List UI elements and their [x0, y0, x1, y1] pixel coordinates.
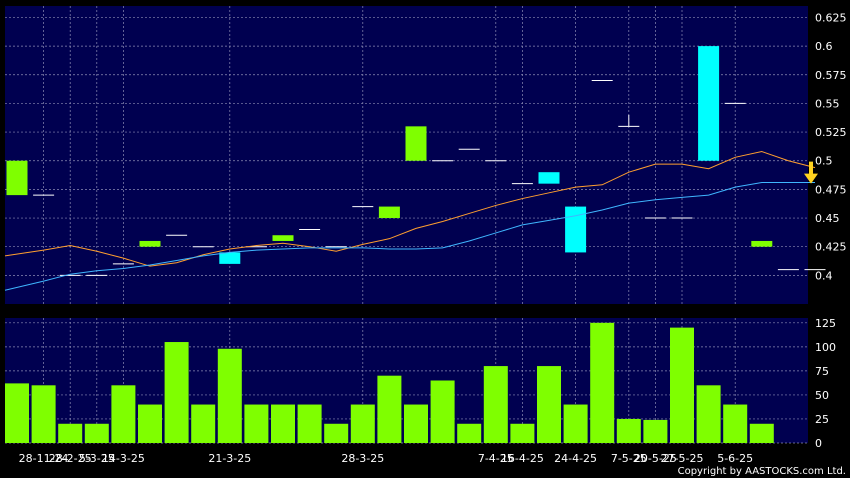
volume-bar	[164, 342, 189, 443]
volume-tick-label: 25	[815, 413, 829, 426]
x-tick-label: 21-3-25	[208, 452, 251, 465]
volume-bar	[377, 375, 402, 443]
volume-bar	[191, 404, 216, 443]
volume-bar	[696, 385, 721, 443]
x-tick-label: 20-5-25	[634, 452, 677, 465]
volume-panel: 0 25 50 75 100 125	[5, 317, 836, 450]
candle-up	[139, 240, 161, 247]
price-tick-label: 0.575	[815, 69, 847, 82]
volume-bar	[483, 366, 508, 443]
x-tick-label: 28-3-25	[341, 452, 384, 465]
volume-bar	[510, 423, 535, 443]
price-tick-label: 0.6	[815, 40, 833, 53]
candle-down	[565, 206, 587, 253]
x-tick-label: 5-3-25	[79, 452, 115, 465]
candle-down	[698, 46, 720, 161]
x-tick-label: 14-3-25	[102, 452, 145, 465]
volume-bar	[616, 418, 641, 443]
volume-bar	[749, 423, 774, 443]
volume-bar	[723, 404, 748, 443]
volume-bar	[5, 383, 29, 443]
price-tick-label: 0.5	[815, 155, 833, 168]
volume-bar	[217, 348, 242, 443]
x-tick-label: 27-5-25	[661, 452, 704, 465]
volume-bar	[670, 327, 694, 443]
volume-bar	[138, 404, 162, 443]
volume-tick-label: 50	[815, 389, 829, 402]
price-panel: 0.4 0.425 0.45 0.475 0.5 0.525 0.55 0.575 0.6 0.6…	[4, 6, 847, 304]
volume-bar	[590, 322, 615, 443]
candle-up	[272, 235, 294, 241]
price-tick-label: 0.45	[815, 212, 840, 225]
candle-up	[378, 206, 400, 219]
price-tick-label: 0.475	[815, 183, 847, 196]
volume-bar	[324, 423, 349, 443]
volume-bar	[31, 385, 56, 443]
volume-bar	[457, 423, 482, 443]
price-tick-label: 0.4	[815, 269, 833, 282]
volume-bar	[404, 404, 428, 443]
down-arrow-icon	[804, 161, 818, 184]
volume-bar	[84, 423, 109, 443]
moving-average-slow	[4, 182, 815, 291]
candle-up	[405, 126, 427, 161]
volume-bar	[111, 385, 136, 443]
x-tick-label: 16-4-25	[501, 452, 544, 465]
price-tick-label: 0.525	[815, 126, 847, 139]
volume-bar	[244, 404, 269, 443]
volume-tick-label: 75	[815, 365, 829, 378]
volume-bar	[643, 419, 668, 443]
volume-bar	[58, 423, 83, 443]
x-tick-label: 7-5-25	[611, 452, 647, 465]
moving-average-fast	[4, 151, 816, 267]
volume-bar	[563, 404, 588, 443]
volume-tick-label: 125	[815, 317, 836, 330]
x-tick-label: 28-2-25	[49, 452, 92, 465]
candle-down	[538, 172, 560, 184]
volume-bar	[430, 380, 455, 443]
volume-bar	[537, 366, 561, 443]
x-tick-label: 24-4-25	[554, 452, 597, 465]
volume-tick-label: 100	[815, 341, 836, 354]
volume-bar	[350, 404, 375, 443]
candle-up	[6, 160, 28, 196]
volume-tick-label: 0	[815, 437, 822, 450]
price-tick-label: 0.625	[815, 11, 847, 24]
candle-down	[219, 252, 241, 264]
volume-bar	[271, 404, 295, 443]
x-tick-label: 5-6-25	[717, 452, 753, 465]
candle-up	[751, 240, 773, 247]
volume-bar	[297, 404, 322, 443]
x-tick-label: 7-4-25	[478, 452, 514, 465]
copyright-text: Copyright by AASTOCKS.com Ltd.	[678, 466, 846, 477]
price-tick-label: 0.425	[815, 241, 847, 254]
price-tick-label: 0.55	[815, 97, 840, 110]
x-tick-label: 28-11-24	[19, 452, 69, 465]
